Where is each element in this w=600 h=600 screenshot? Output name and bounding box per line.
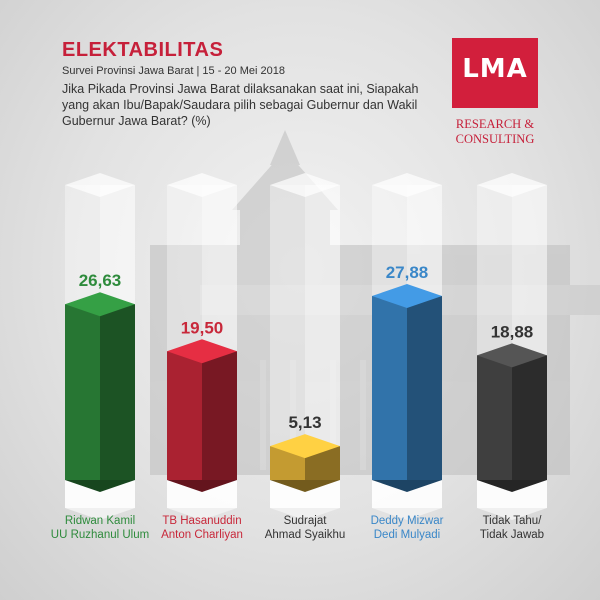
- chart-subtitle: Survei Provinsi Jawa Barat | 15 - 20 Mei…: [62, 65, 285, 77]
- chart-title: ELEKTABILITAS: [62, 39, 224, 61]
- glass-top: [372, 173, 442, 197]
- category-label-line: Anton Charliyan: [161, 529, 243, 541]
- category-label: Deddy Mizwar Dedi Mulyadi: [347, 514, 467, 542]
- glass-top: [65, 173, 135, 197]
- category-label-line: Ahmad Syaikhu: [264, 529, 346, 541]
- glass-top: [270, 173, 340, 197]
- category-label-line: Sudrajat: [283, 515, 327, 527]
- bar-group: [270, 173, 340, 520]
- bar-fill-left: [65, 304, 100, 480]
- glass-right-face: [305, 185, 340, 480]
- bar-fill-right: [512, 355, 547, 480]
- category-label: Sudrajat Ahmad Syaikhu: [245, 514, 365, 542]
- logo-text: LMA: [462, 54, 528, 84]
- value-label: 18,88: [491, 322, 534, 341]
- bar-fill-top: [167, 339, 237, 364]
- category-label-line: TB Hasanuddin: [162, 515, 242, 527]
- value-label: 5,13: [288, 413, 321, 432]
- bar-fill-left: [477, 355, 512, 480]
- logo-tagline: RESEARCH & CONSULTING: [455, 117, 535, 146]
- bar-fill-top: [65, 292, 135, 317]
- company-logo: LMA: [452, 38, 538, 108]
- category-label-line: Tidak Jawab: [479, 529, 545, 541]
- category-label: Ridwan Kamil UU Ruzhanul Ulum: [40, 514, 160, 542]
- bar-fill-bottom: [270, 480, 340, 492]
- bar-fill-top: [372, 283, 442, 308]
- category-label-line: UU Ruzhanul Ulum: [50, 529, 150, 541]
- category-label-line: Deddy Mizwar: [370, 515, 444, 527]
- bar-group: [167, 173, 237, 520]
- bar-fill-top: [477, 343, 547, 368]
- category-label: TB Hasanuddin Anton Charliyan: [142, 514, 262, 542]
- bar-fill-bottom: [372, 480, 442, 492]
- category-label-line: Ridwan Kamil: [64, 515, 136, 527]
- bar-base-bottom: [372, 508, 442, 520]
- category-label-line: Tidak Tahu/: [482, 515, 542, 527]
- bar-group: [372, 173, 442, 520]
- value-label: 27,88: [386, 263, 429, 282]
- bar-fill-left: [372, 295, 407, 480]
- bar-group: [65, 173, 135, 520]
- bar-base-bottom: [65, 508, 135, 520]
- bar-fill-right: [202, 351, 237, 480]
- bar-base-bottom: [167, 508, 237, 520]
- category-label: Tidak Tahu/Tidak Jawab: [452, 514, 572, 542]
- glass-top: [477, 173, 547, 197]
- bar-base-bottom: [270, 508, 340, 520]
- bar-fill-top: [270, 434, 340, 459]
- bar-base-bottom: [477, 508, 547, 520]
- bar-fill-bottom: [477, 480, 547, 492]
- value-label: 19,50: [181, 318, 224, 337]
- chart-header: ELEKTABILITAS Survei Provinsi Jawa Barat…: [62, 38, 442, 129]
- bar-fill-left: [167, 351, 202, 480]
- category-label-line: Dedi Mulyadi: [373, 529, 441, 541]
- bar-fill-bottom: [65, 480, 135, 492]
- bar-fill-right: [407, 295, 442, 480]
- survey-question: Jika Pikada Provinsi Jawa Barat dilaksan…: [62, 82, 419, 128]
- glass-top: [167, 173, 237, 197]
- bar-group: [477, 173, 547, 520]
- bar-fill-bottom: [167, 480, 237, 492]
- glass-left-face: [270, 185, 305, 480]
- bar-fill-right: [100, 304, 135, 480]
- value-label: 26,63: [79, 271, 122, 290]
